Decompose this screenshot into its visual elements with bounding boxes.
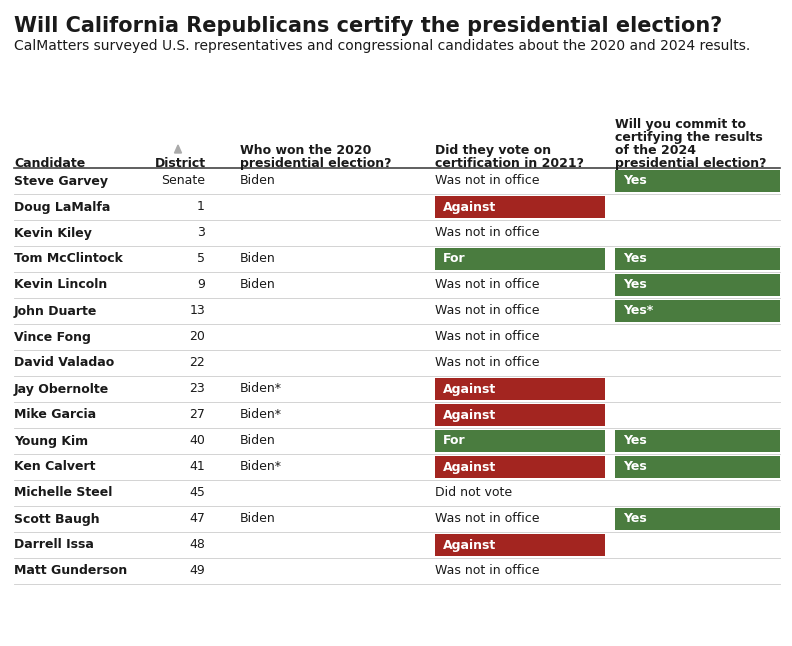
Text: Senate: Senate [161, 174, 205, 187]
Text: 49: 49 [189, 565, 205, 578]
Text: Ken Calvert: Ken Calvert [14, 461, 96, 474]
Text: Mike Garcia: Mike Garcia [14, 408, 96, 421]
Text: Against: Against [443, 461, 497, 474]
Text: Was not in office: Was not in office [435, 174, 539, 187]
Text: Did not vote: Did not vote [435, 486, 512, 499]
FancyBboxPatch shape [615, 170, 780, 192]
FancyBboxPatch shape [435, 430, 605, 452]
Text: Against: Against [443, 200, 497, 213]
Text: Biden*: Biden* [240, 461, 282, 474]
Text: Darrell Issa: Darrell Issa [14, 539, 94, 552]
Text: Biden: Biden [240, 174, 276, 187]
Text: 9: 9 [197, 278, 205, 291]
FancyBboxPatch shape [435, 196, 605, 218]
Text: Who won the 2020: Who won the 2020 [240, 144, 371, 157]
FancyBboxPatch shape [435, 456, 605, 478]
FancyBboxPatch shape [615, 508, 780, 530]
Text: John Duarte: John Duarte [14, 304, 97, 317]
Text: certifying the results: certifying the results [615, 131, 763, 144]
Text: Will California Republicans certify the presidential election?: Will California Republicans certify the … [14, 16, 722, 36]
Text: Yes: Yes [623, 174, 647, 187]
Text: 40: 40 [189, 435, 205, 448]
Text: 41: 41 [189, 461, 205, 474]
Text: Yes: Yes [623, 461, 647, 474]
Text: Will you commit to: Will you commit to [615, 118, 746, 131]
Text: 1: 1 [197, 200, 205, 213]
Text: Yes: Yes [623, 253, 647, 266]
FancyBboxPatch shape [435, 404, 605, 426]
Text: 45: 45 [189, 486, 205, 499]
Text: certification in 2021?: certification in 2021? [435, 157, 584, 170]
Text: Biden: Biden [240, 253, 276, 266]
Text: Against: Against [443, 382, 497, 395]
Text: Yes*: Yes* [623, 304, 653, 317]
Text: For: For [443, 435, 466, 448]
FancyBboxPatch shape [615, 300, 780, 322]
Text: Yes: Yes [623, 512, 647, 525]
Text: of the 2024: of the 2024 [615, 144, 696, 157]
Text: Was not in office: Was not in office [435, 331, 539, 344]
Text: Was not in office: Was not in office [435, 357, 539, 370]
Text: Matt Gunderson: Matt Gunderson [14, 565, 128, 578]
Text: Yes: Yes [623, 278, 647, 291]
Text: Steve Garvey: Steve Garvey [14, 174, 108, 187]
Text: Tom McClintock: Tom McClintock [14, 253, 123, 266]
Text: Against: Against [443, 539, 497, 552]
Text: Was not in office: Was not in office [435, 227, 539, 240]
FancyBboxPatch shape [435, 378, 605, 400]
Text: 20: 20 [189, 331, 205, 344]
FancyBboxPatch shape [435, 248, 605, 270]
Text: Kevin Lincoln: Kevin Lincoln [14, 278, 107, 291]
FancyBboxPatch shape [615, 248, 780, 270]
Text: 3: 3 [197, 227, 205, 240]
Polygon shape [174, 145, 181, 153]
Text: presidential election?: presidential election? [240, 157, 391, 170]
Text: 48: 48 [189, 539, 205, 552]
Text: Against: Against [443, 408, 497, 421]
Text: Vince Fong: Vince Fong [14, 331, 91, 344]
Text: Biden: Biden [240, 512, 276, 525]
Text: 27: 27 [189, 408, 205, 421]
Text: Biden: Biden [240, 278, 276, 291]
Text: For: For [443, 253, 466, 266]
Text: David Valadao: David Valadao [14, 357, 114, 370]
Text: Was not in office: Was not in office [435, 512, 539, 525]
Text: Yes: Yes [623, 435, 647, 448]
Text: Jay Obernolte: Jay Obernolte [14, 382, 109, 395]
Text: Was not in office: Was not in office [435, 304, 539, 317]
Text: Was not in office: Was not in office [435, 278, 539, 291]
Text: Scott Baugh: Scott Baugh [14, 512, 100, 525]
Text: Biden: Biden [240, 435, 276, 448]
FancyBboxPatch shape [615, 456, 780, 478]
Text: presidential election?: presidential election? [615, 157, 767, 170]
Text: Biden*: Biden* [240, 382, 282, 395]
FancyBboxPatch shape [615, 430, 780, 452]
Text: CalMatters surveyed U.S. representatives and congressional candidates about the : CalMatters surveyed U.S. representatives… [14, 39, 750, 53]
Text: Did they vote on: Did they vote on [435, 144, 551, 157]
Text: 5: 5 [197, 253, 205, 266]
Text: Candidate: Candidate [14, 157, 86, 170]
Text: 23: 23 [189, 382, 205, 395]
Text: Biden*: Biden* [240, 408, 282, 421]
Text: District: District [155, 157, 206, 170]
FancyBboxPatch shape [435, 534, 605, 556]
FancyBboxPatch shape [615, 274, 780, 296]
Text: 47: 47 [189, 512, 205, 525]
Text: Doug LaMalfa: Doug LaMalfa [14, 200, 110, 213]
Text: Kevin Kiley: Kevin Kiley [14, 227, 92, 240]
Text: 13: 13 [189, 304, 205, 317]
Text: Was not in office: Was not in office [435, 565, 539, 578]
Text: Michelle Steel: Michelle Steel [14, 486, 112, 499]
Text: Young Kim: Young Kim [14, 435, 88, 448]
Text: 22: 22 [189, 357, 205, 370]
